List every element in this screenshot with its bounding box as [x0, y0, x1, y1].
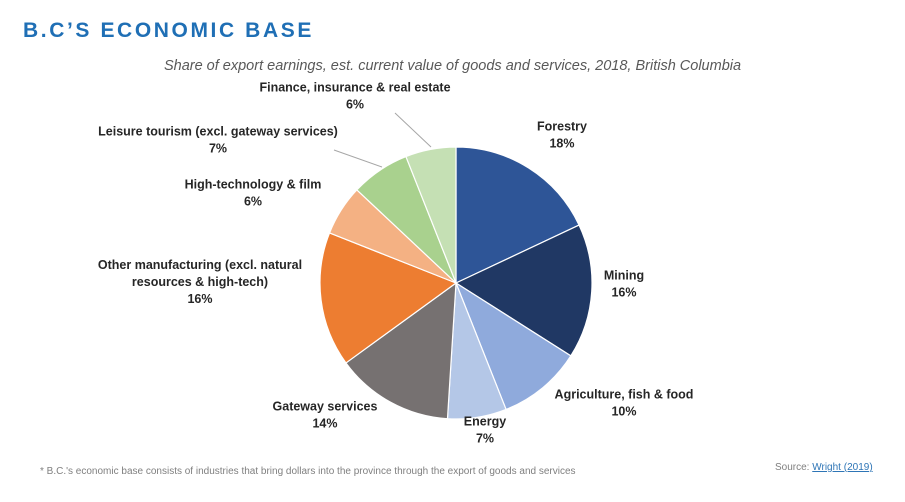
slice-label-3: Energy 7%: [464, 415, 506, 446]
slice-label-2: Agriculture, fish & food 10%: [555, 388, 694, 419]
source-link[interactable]: Wright (2019): [812, 462, 873, 473]
slice-value-label: 10%: [611, 405, 636, 419]
slice-value-label: 18%: [549, 137, 574, 151]
slice-label-5: Other manufacturing (excl. natural resour…: [98, 258, 302, 306]
slice-category-label: Other manufacturing (excl. natural: [98, 258, 302, 272]
slice-value-label: 6%: [346, 98, 364, 112]
chart-subtitle: Share of export earnings, est. current v…: [163, 58, 742, 74]
pie-slice-5: [319, 232, 458, 364]
slice-value-label: 7%: [209, 142, 227, 156]
pie-slice-8: [405, 146, 457, 284]
leader-line-7: [333, 149, 383, 168]
slice-value-label: 16%: [611, 286, 636, 300]
pie-slice-4: [345, 281, 457, 420]
slice-value-label: 7%: [476, 432, 494, 446]
slice-category-label: High-technology & film: [185, 178, 322, 192]
slice-value-label: 16%: [187, 292, 212, 306]
slice-label-8: Finance, insurance & real estate 6%: [259, 81, 450, 112]
leader-line-8: [394, 112, 432, 148]
slice-category-label: resources & high-tech): [132, 275, 268, 289]
source-note: Source: Wright (2019): [775, 462, 873, 473]
slice-label-6: High-technology & film 6%: [185, 178, 322, 209]
footnote: * B.C.'s economic base consists of indus…: [40, 466, 576, 477]
pie-slice-2: [454, 281, 572, 411]
slice-category-label: Gateway services: [273, 400, 378, 414]
slice-category-label: Mining: [604, 269, 644, 283]
slice-category-label: Agriculture, fish & food: [555, 388, 694, 402]
slice-label-4: Gateway services 14%: [273, 400, 378, 431]
slice-value-label: 6%: [244, 195, 262, 209]
slice-label-1: Mining 16%: [604, 269, 644, 300]
slice-label-7: Leisure tourism (excl. gateway services)…: [98, 125, 338, 156]
page-title: B.C’S ECONOMIC BASE: [23, 19, 314, 42]
slice-category-label: Leisure tourism (excl. gateway services): [98, 125, 338, 139]
slice-category-label: Finance, insurance & real estate: [259, 81, 450, 95]
slice-category-label: Forestry: [537, 120, 587, 134]
pie-slice-0: [455, 146, 580, 284]
slice-label-0: Forestry 18%: [537, 120, 587, 151]
source-label: Source:: [775, 462, 813, 473]
pie-slice-1: [454, 224, 593, 357]
slice-value-label: 14%: [312, 417, 337, 431]
slice-category-label: Energy: [464, 415, 506, 429]
